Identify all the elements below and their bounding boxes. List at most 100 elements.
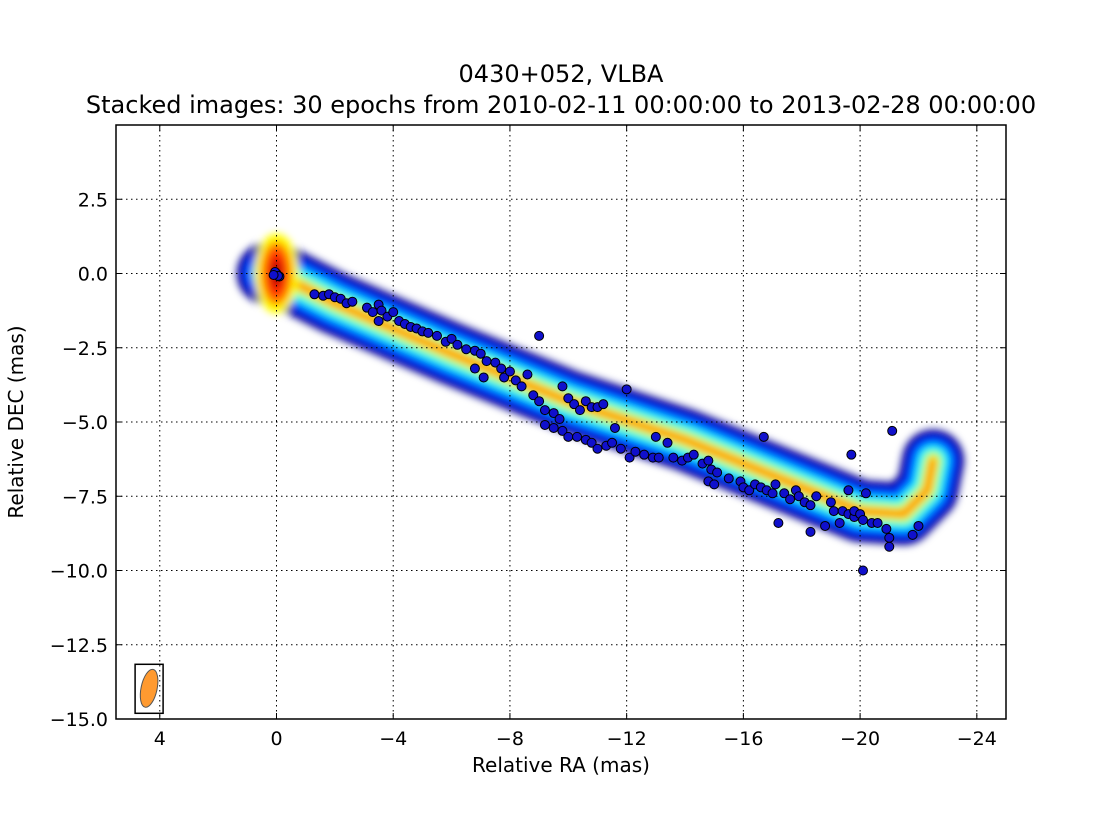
component-point bbox=[598, 399, 609, 410]
x-tick-label: −4 bbox=[379, 728, 407, 750]
y-tick-label: −5.0 bbox=[62, 412, 108, 434]
component-point bbox=[592, 443, 603, 454]
y-tick-label: 2.5 bbox=[78, 189, 108, 211]
x-tick-label: −20 bbox=[840, 728, 880, 750]
component-point bbox=[609, 422, 620, 433]
y-tick-label: −7.5 bbox=[62, 486, 108, 508]
component-point bbox=[709, 479, 720, 490]
component-point bbox=[607, 437, 618, 448]
component-point bbox=[580, 396, 591, 407]
plot-area bbox=[116, 125, 1006, 719]
component-point bbox=[639, 449, 650, 460]
component-point bbox=[773, 517, 784, 528]
component-point bbox=[913, 520, 924, 531]
component-point bbox=[309, 289, 320, 300]
component-point bbox=[767, 488, 778, 499]
component-point bbox=[554, 414, 565, 425]
component-point bbox=[516, 381, 527, 392]
x-tick-label: −24 bbox=[957, 728, 997, 750]
beam-box bbox=[134, 663, 164, 715]
component-point bbox=[820, 520, 831, 531]
component-point bbox=[650, 431, 661, 442]
component-point bbox=[828, 506, 839, 517]
component-point bbox=[858, 565, 869, 576]
x-axis-label: Relative RA (mas) bbox=[472, 753, 650, 777]
component-point bbox=[268, 269, 279, 280]
component-point bbox=[887, 425, 898, 436]
component-point bbox=[811, 491, 822, 502]
component-point bbox=[490, 357, 501, 368]
component-point bbox=[846, 449, 857, 460]
x-tick-label: −16 bbox=[723, 728, 763, 750]
component-point bbox=[510, 375, 521, 386]
component-point bbox=[662, 437, 673, 448]
y-tick-label: −15.0 bbox=[50, 709, 108, 731]
component-point bbox=[534, 396, 545, 407]
component-point bbox=[446, 333, 457, 344]
component-point bbox=[843, 485, 854, 496]
component-point bbox=[834, 517, 845, 528]
x-tick-label: −8 bbox=[496, 728, 524, 750]
x-tick-label: 4 bbox=[154, 728, 166, 750]
component-point bbox=[347, 296, 358, 307]
component-point bbox=[431, 330, 442, 341]
component-point bbox=[557, 425, 568, 436]
component-point bbox=[884, 532, 895, 543]
component-point bbox=[423, 327, 434, 338]
component-point bbox=[703, 455, 714, 466]
component-point bbox=[496, 363, 507, 374]
component-point bbox=[475, 348, 486, 359]
beam-marker bbox=[134, 663, 164, 715]
component-point bbox=[461, 344, 472, 355]
component-point bbox=[572, 431, 583, 442]
component-point bbox=[452, 339, 463, 350]
component-point bbox=[668, 452, 679, 463]
component-point bbox=[557, 381, 568, 392]
component-point bbox=[712, 467, 723, 478]
y-axis-label: Relative DEC (mas) bbox=[4, 325, 28, 518]
chart-title: 0430+052, VLBA bbox=[459, 60, 665, 88]
component-point bbox=[881, 523, 892, 534]
component-point bbox=[574, 405, 585, 416]
axis-ticks: 4 0 −4 −8 −12 −16 −20 −24 2.5 0.0 −2.5 −5.0 −7.5 −10.… bbox=[50, 125, 1006, 750]
component-point bbox=[569, 399, 580, 410]
component-point bbox=[805, 500, 816, 511]
component-point bbox=[688, 449, 699, 460]
component-point bbox=[858, 515, 869, 526]
component-point bbox=[534, 330, 545, 341]
component-point bbox=[805, 526, 816, 537]
component-point bbox=[478, 372, 489, 383]
component-point bbox=[907, 529, 918, 540]
component-point bbox=[539, 419, 550, 430]
component-point bbox=[825, 497, 836, 508]
y-tick-label: −12.5 bbox=[50, 635, 108, 657]
component-point bbox=[388, 307, 399, 318]
component-point bbox=[376, 305, 387, 316]
x-tick-label: −12 bbox=[607, 728, 647, 750]
chart-subtitle: Stacked images: 30 epochs from 2010-02-1… bbox=[86, 91, 1036, 119]
component-point bbox=[884, 541, 895, 552]
component-point bbox=[723, 473, 734, 484]
component-point bbox=[860, 488, 871, 499]
component-point bbox=[563, 393, 574, 404]
component-point bbox=[758, 431, 769, 442]
component-point bbox=[499, 372, 510, 383]
component-point bbox=[624, 452, 635, 463]
y-tick-label: −2.5 bbox=[62, 338, 108, 360]
component-point bbox=[548, 408, 559, 419]
component-point bbox=[563, 431, 574, 442]
component-point bbox=[744, 485, 755, 496]
component-point bbox=[539, 405, 550, 416]
component-point bbox=[504, 366, 515, 377]
component-point bbox=[522, 369, 533, 380]
component-point bbox=[779, 488, 790, 499]
x-tick-label: 0 bbox=[270, 728, 282, 750]
component-point bbox=[548, 422, 559, 433]
component-points bbox=[268, 267, 924, 576]
component-point bbox=[621, 384, 632, 395]
component-point bbox=[785, 494, 796, 505]
beam-ellipse bbox=[139, 668, 159, 708]
component-point bbox=[481, 356, 492, 367]
component-point bbox=[872, 517, 883, 528]
